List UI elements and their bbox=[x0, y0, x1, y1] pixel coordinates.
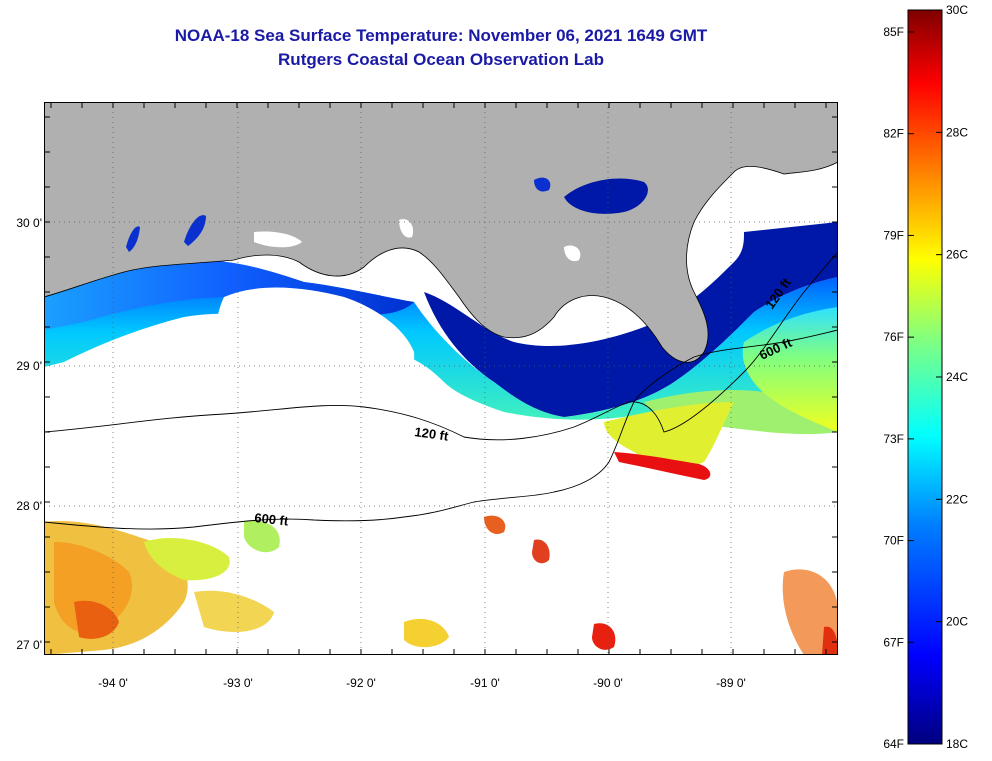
lon-label: -94 0' bbox=[98, 676, 128, 690]
lon-label: -90 0' bbox=[593, 676, 623, 690]
colorbar: 85F 82F 79F 76F 73F 70F 67F 64F 30C 28C 26C 24C 22C 2… bbox=[883, 3, 968, 751]
lon-label: -92 0' bbox=[346, 676, 376, 690]
isobaths bbox=[44, 251, 838, 530]
colorbar-f-label: 67F bbox=[883, 635, 904, 649]
map-frame bbox=[44, 102, 838, 655]
contour-label: 600 ft bbox=[254, 510, 290, 529]
lat-label: 27 0' bbox=[16, 638, 42, 652]
cloud-gap bbox=[214, 287, 415, 401]
colorbar-c-label: 18C bbox=[946, 737, 968, 751]
colorbar-f-label: 85F bbox=[883, 25, 904, 39]
warm-filament bbox=[614, 452, 711, 480]
colorbar-f-label: 73F bbox=[883, 432, 904, 446]
colorbar-c-label: 22C bbox=[946, 492, 968, 506]
contour-label: 120 ft bbox=[414, 424, 450, 444]
lat-label: 30 0' bbox=[16, 216, 42, 230]
lon-label: -89 0' bbox=[716, 676, 746, 690]
colorbar-c-label: 28C bbox=[946, 125, 968, 139]
lon-label: -91 0' bbox=[470, 676, 500, 690]
map-title: NOAA-18 Sea Surface Temperature: Novembe… bbox=[174, 26, 708, 45]
colorbar-c-label: 24C bbox=[946, 370, 968, 384]
sst-map: 120 ft 600 ft 120 ft 600 ft bbox=[44, 102, 838, 655]
lat-label: 28 0' bbox=[16, 499, 42, 513]
lon-label: -93 0' bbox=[223, 676, 253, 690]
graticule bbox=[44, 102, 838, 655]
colorbar-c-label: 20C bbox=[946, 615, 968, 629]
map-subtitle: Rutgers Coastal Ocean Observation Lab bbox=[278, 50, 604, 69]
lat-label: 29 0' bbox=[16, 359, 42, 373]
warm-patches bbox=[44, 515, 838, 655]
colorbar-f-label: 64F bbox=[883, 737, 904, 751]
colorbar-f-label: 70F bbox=[883, 534, 904, 548]
colorbar-f-label: 82F bbox=[883, 127, 904, 141]
inland-lakes bbox=[126, 177, 648, 262]
land-mass bbox=[44, 102, 838, 363]
colorbar-c-label: 30C bbox=[946, 3, 968, 17]
colorbar-f-label: 79F bbox=[883, 228, 904, 242]
colorbar-f-label: 76F bbox=[883, 330, 904, 344]
colorbar-c-label: 26C bbox=[946, 248, 968, 262]
